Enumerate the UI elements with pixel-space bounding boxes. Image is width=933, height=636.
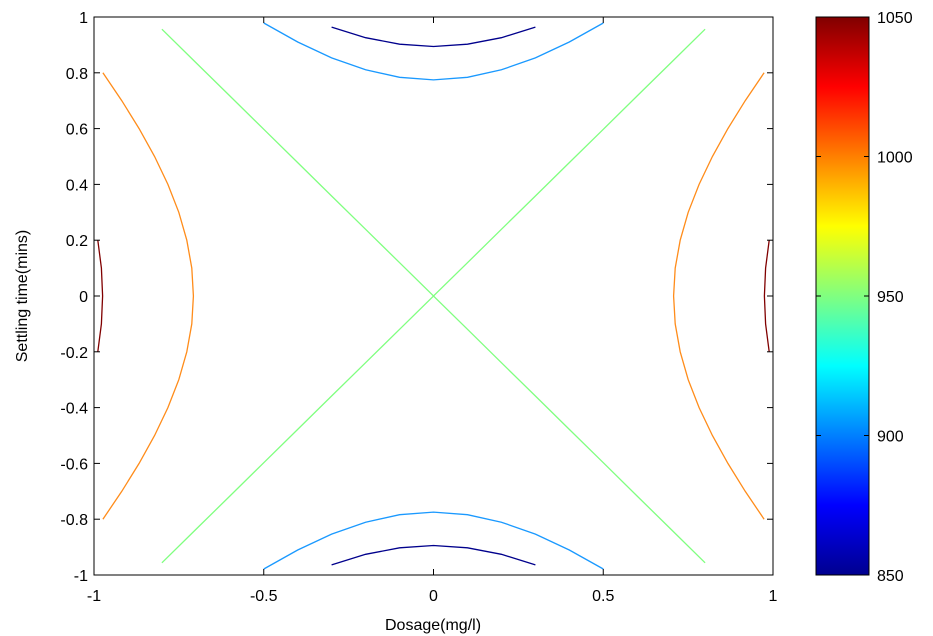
y-tick-label: -1 bbox=[74, 568, 88, 585]
y-axis: -1 -0.8 -0.6 -0.4 -0.2 0 0.2 0.4 0.6 0.8 1 bbox=[60, 10, 773, 585]
colorbar-tick-label: 900 bbox=[877, 429, 904, 446]
colorbar: 850 900 950 1000 1050 bbox=[815, 10, 913, 585]
contour-line bbox=[161, 28, 706, 297]
plot-area: -1 -0.5 0 0.5 1 -1 -0.8 -0.6 -0.4 -0.2 0 0.2 0.4 0.6… bbox=[14, 10, 778, 634]
contour-line bbox=[672, 72, 765, 520]
y-tick-label: 0.8 bbox=[66, 66, 88, 83]
x-axis-label: Dosage(mg/l) bbox=[385, 617, 481, 634]
contour-line bbox=[97, 240, 104, 352]
y-tick-label: 1 bbox=[79, 10, 88, 27]
y-tick-label: -0.4 bbox=[60, 401, 88, 418]
x-axis: -1 -0.5 0 0.5 1 bbox=[87, 17, 778, 605]
y-tick-label: -0.6 bbox=[60, 456, 88, 473]
x-tick-label: -0.5 bbox=[250, 588, 278, 605]
x-tick-label: 0 bbox=[429, 588, 438, 605]
y-axis-label: Settling time(mins) bbox=[14, 230, 31, 362]
colorbar-tick-label: 1000 bbox=[877, 150, 913, 167]
colorbar-gradient bbox=[815, 16, 870, 576]
x-tick-label: 1 bbox=[769, 588, 778, 605]
contour-line bbox=[102, 72, 195, 520]
y-tick-label: 0.6 bbox=[66, 122, 88, 139]
y-tick-label: 0 bbox=[79, 289, 88, 306]
y-tick-label: 0.4 bbox=[66, 177, 88, 194]
contour-line bbox=[331, 544, 536, 566]
colorbar-tick-label: 950 bbox=[877, 289, 904, 306]
colorbar-ticks: 850 900 950 1000 1050 bbox=[816, 10, 913, 585]
colorbar-tick-label: 850 bbox=[877, 568, 904, 585]
y-tick-label: -0.2 bbox=[60, 345, 88, 362]
contour-line bbox=[263, 22, 604, 81]
contour-line bbox=[763, 240, 770, 352]
colorbar-tick-label: 1050 bbox=[877, 10, 913, 27]
y-tick-label: -0.8 bbox=[60, 512, 88, 529]
y-tick-label: 0.2 bbox=[66, 233, 88, 250]
contour-lines bbox=[97, 22, 770, 570]
x-tick-label: -1 bbox=[87, 588, 101, 605]
x-tick-label: 0.5 bbox=[592, 588, 614, 605]
contour-line bbox=[263, 511, 604, 570]
contour-line bbox=[331, 26, 536, 48]
